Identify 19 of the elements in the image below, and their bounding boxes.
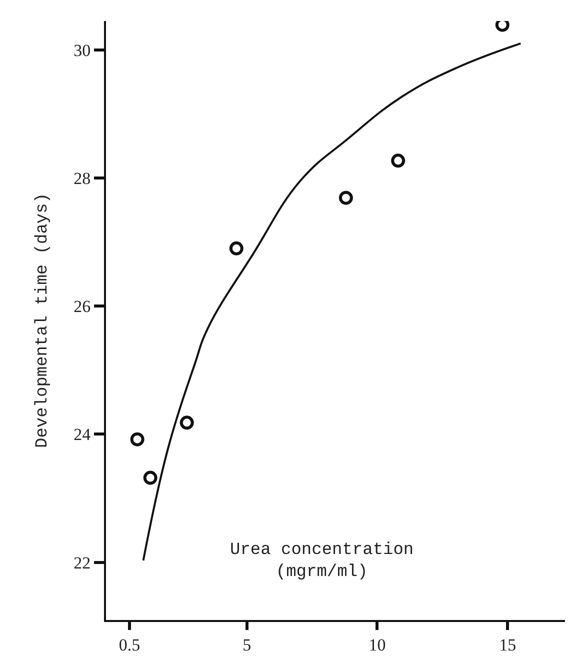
point xyxy=(391,154,406,168)
point xyxy=(229,241,244,256)
x-tick-label: 0.5 xyxy=(118,635,140,654)
y-tick-label: 22 xyxy=(74,553,91,572)
y-tick-label: 28 xyxy=(74,168,91,188)
y-tick-label: 26 xyxy=(74,297,91,316)
y-axis-title: Developmental time (days) xyxy=(34,192,53,448)
y-tick-label: 24 xyxy=(74,425,92,444)
line-series xyxy=(142,42,522,562)
x-tick-label: 10 xyxy=(368,635,386,654)
point xyxy=(180,416,194,430)
y-tick-label: 30 xyxy=(74,40,91,60)
point xyxy=(338,190,353,205)
x-tick-label: 5 xyxy=(242,635,252,654)
point xyxy=(130,432,144,446)
x-tick-label: 15 xyxy=(499,635,516,654)
point xyxy=(495,21,510,32)
x-axis-title: Urea concentration (mgrm/ml) xyxy=(230,541,414,582)
point xyxy=(143,470,158,485)
